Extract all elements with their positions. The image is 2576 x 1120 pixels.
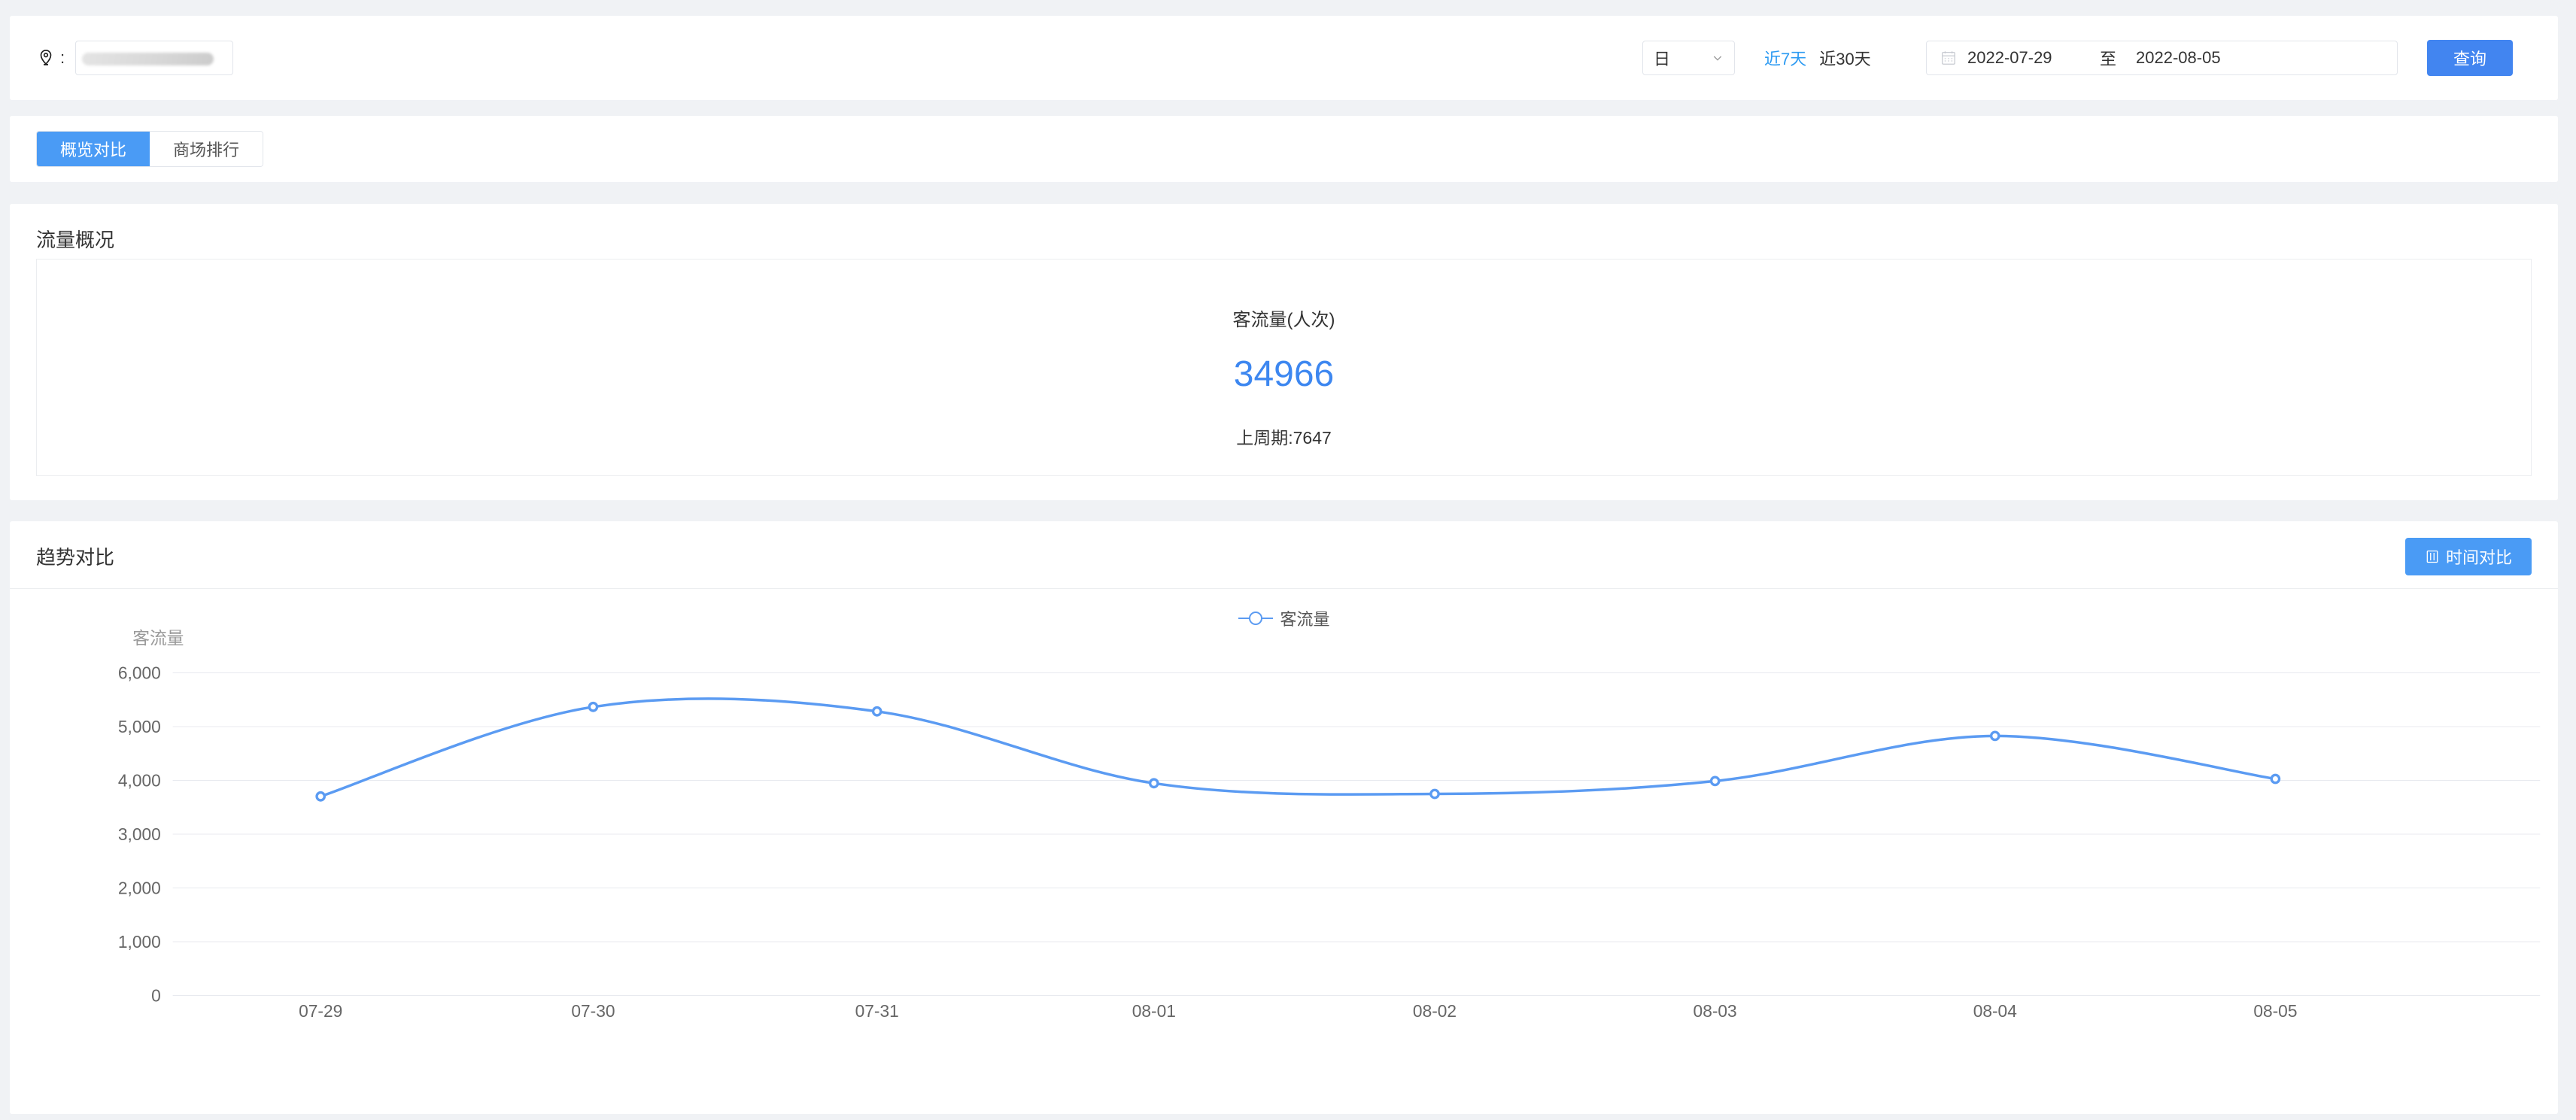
- svg-text:08-05: 08-05: [2253, 1001, 2297, 1021]
- svg-text:08-03: 08-03: [1694, 1001, 1737, 1021]
- svg-text:07-29: 07-29: [299, 1001, 342, 1021]
- svg-text:07-31: 07-31: [855, 1001, 899, 1021]
- svg-text:0: 0: [151, 985, 161, 1005]
- svg-text:4,000: 4,000: [118, 770, 161, 790]
- svg-text:6,000: 6,000: [118, 663, 161, 682]
- svg-text:07-30: 07-30: [571, 1001, 615, 1021]
- svg-text:5,000: 5,000: [118, 717, 161, 736]
- svg-text:08-04: 08-04: [1973, 1001, 2017, 1021]
- svg-text:客流量: 客流量: [132, 628, 184, 648]
- svg-text:3,000: 3,000: [118, 824, 161, 844]
- svg-text:08-01: 08-01: [1132, 1001, 1176, 1021]
- svg-text:2,000: 2,000: [118, 878, 161, 897]
- svg-text:08-02: 08-02: [1413, 1001, 1457, 1021]
- svg-text:1,000: 1,000: [118, 932, 161, 952]
